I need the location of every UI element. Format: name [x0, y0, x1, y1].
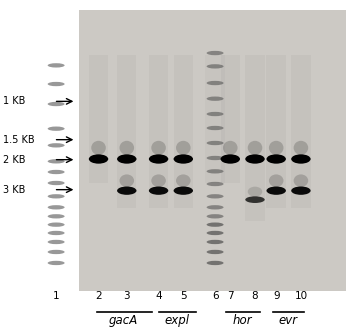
- Text: 10: 10: [294, 291, 308, 301]
- Ellipse shape: [206, 182, 224, 186]
- Text: 2: 2: [95, 291, 102, 301]
- Ellipse shape: [117, 154, 136, 164]
- Ellipse shape: [176, 174, 190, 187]
- Ellipse shape: [48, 261, 65, 265]
- Ellipse shape: [269, 141, 283, 155]
- Bar: [89, 55, 108, 183]
- Ellipse shape: [174, 186, 193, 195]
- Ellipse shape: [206, 205, 224, 209]
- Ellipse shape: [206, 222, 224, 227]
- Ellipse shape: [48, 159, 65, 164]
- Ellipse shape: [206, 81, 224, 85]
- Ellipse shape: [48, 214, 65, 218]
- Ellipse shape: [206, 141, 224, 145]
- Text: 6: 6: [212, 291, 218, 301]
- Ellipse shape: [206, 156, 224, 160]
- Ellipse shape: [151, 174, 166, 187]
- Bar: [291, 55, 311, 208]
- Ellipse shape: [48, 205, 65, 209]
- Bar: [267, 55, 286, 208]
- Text: 1.5 KB: 1.5 KB: [3, 135, 35, 145]
- Ellipse shape: [120, 141, 134, 155]
- Text: 3 KB: 3 KB: [3, 185, 26, 195]
- Ellipse shape: [291, 154, 311, 164]
- Ellipse shape: [206, 240, 224, 244]
- Ellipse shape: [248, 187, 262, 197]
- Text: 4: 4: [155, 291, 162, 301]
- Text: evr: evr: [279, 314, 298, 327]
- Ellipse shape: [206, 261, 224, 265]
- Ellipse shape: [206, 169, 224, 173]
- Ellipse shape: [48, 82, 65, 86]
- Text: 2 KB: 2 KB: [3, 155, 26, 165]
- Text: 3: 3: [124, 291, 130, 301]
- Bar: [205, 55, 225, 183]
- Text: gacA: gacA: [109, 314, 138, 327]
- Ellipse shape: [149, 154, 168, 164]
- Ellipse shape: [48, 170, 65, 174]
- Ellipse shape: [206, 126, 224, 130]
- Bar: [149, 55, 168, 208]
- Ellipse shape: [149, 186, 168, 195]
- Ellipse shape: [223, 141, 237, 155]
- Ellipse shape: [248, 141, 262, 155]
- Ellipse shape: [117, 186, 136, 195]
- Ellipse shape: [89, 154, 108, 164]
- Bar: [174, 55, 193, 208]
- Ellipse shape: [48, 102, 65, 106]
- Ellipse shape: [48, 194, 65, 199]
- Ellipse shape: [245, 196, 265, 203]
- Ellipse shape: [294, 141, 308, 155]
- Ellipse shape: [221, 154, 240, 164]
- Text: 7: 7: [227, 291, 234, 301]
- Ellipse shape: [206, 250, 224, 254]
- Ellipse shape: [206, 64, 224, 69]
- Ellipse shape: [206, 112, 224, 116]
- Ellipse shape: [151, 141, 166, 155]
- Ellipse shape: [294, 174, 308, 187]
- Ellipse shape: [48, 250, 65, 254]
- Text: 8: 8: [252, 291, 258, 301]
- Text: hor: hor: [233, 314, 252, 327]
- Ellipse shape: [91, 141, 106, 155]
- Bar: [117, 55, 136, 208]
- Ellipse shape: [206, 194, 224, 199]
- Ellipse shape: [48, 240, 65, 244]
- Ellipse shape: [267, 154, 286, 164]
- Text: 1: 1: [53, 291, 59, 301]
- Ellipse shape: [267, 186, 286, 195]
- Ellipse shape: [48, 127, 65, 131]
- Ellipse shape: [206, 96, 224, 101]
- Text: 9: 9: [273, 291, 279, 301]
- Ellipse shape: [48, 231, 65, 235]
- Ellipse shape: [48, 63, 65, 68]
- Ellipse shape: [176, 141, 190, 155]
- Text: 5: 5: [180, 291, 187, 301]
- Ellipse shape: [48, 143, 65, 148]
- Ellipse shape: [48, 181, 65, 185]
- Text: expl: expl: [164, 314, 189, 327]
- Text: 1 KB: 1 KB: [3, 96, 26, 107]
- Bar: [221, 55, 240, 183]
- Ellipse shape: [206, 214, 224, 218]
- Ellipse shape: [174, 154, 193, 164]
- Ellipse shape: [245, 154, 265, 164]
- Ellipse shape: [120, 174, 134, 187]
- Ellipse shape: [206, 231, 224, 235]
- Ellipse shape: [269, 174, 283, 187]
- Ellipse shape: [206, 51, 224, 55]
- Bar: [79, 10, 346, 291]
- Ellipse shape: [291, 186, 311, 195]
- Ellipse shape: [48, 222, 65, 227]
- Bar: [245, 55, 265, 221]
